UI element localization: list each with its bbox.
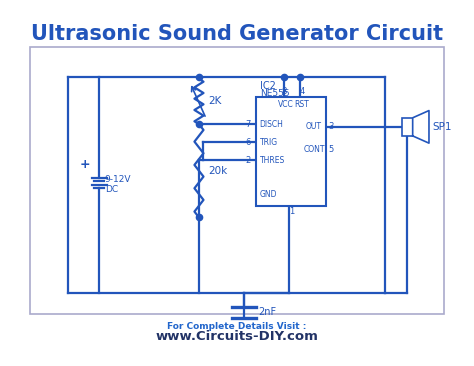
Text: RST: RST (294, 100, 309, 109)
Text: SP1: SP1 (433, 122, 452, 132)
Bar (402, 118, 413, 136)
Text: 2nF: 2nF (258, 307, 276, 317)
Text: CONT: CONT (304, 145, 326, 154)
Text: 1: 1 (289, 208, 294, 216)
Text: 3: 3 (328, 122, 334, 131)
Text: 2: 2 (245, 156, 250, 165)
Text: 9-12V: 9-12V (105, 175, 131, 184)
Text: IC2: IC2 (260, 81, 275, 91)
Text: 20k: 20k (208, 166, 227, 176)
Text: DISCH: DISCH (260, 120, 283, 128)
Text: 2K: 2K (208, 96, 221, 106)
Text: 7: 7 (245, 120, 251, 128)
Text: +: + (80, 158, 90, 171)
Text: TRIG: TRIG (260, 138, 278, 147)
Text: 5: 5 (328, 145, 334, 154)
Text: Ultrasonic Sound Generator Circuit: Ultrasonic Sound Generator Circuit (31, 23, 443, 44)
Bar (30, 47, 444, 314)
Text: GND: GND (260, 190, 277, 199)
Text: VCC: VCC (278, 100, 294, 109)
Text: DC: DC (105, 185, 118, 194)
Text: 4: 4 (300, 87, 305, 96)
Text: NE555: NE555 (260, 89, 289, 98)
Text: OUT: OUT (306, 122, 322, 131)
Bar (256, 97, 326, 206)
Text: 8: 8 (282, 87, 287, 96)
Text: THRES: THRES (260, 156, 285, 165)
Text: www.Circuits-DIY.com: www.Circuits-DIY.com (155, 330, 319, 343)
Polygon shape (413, 111, 429, 143)
Text: For Complete Details Visit :: For Complete Details Visit : (167, 322, 307, 332)
Text: 6: 6 (245, 138, 251, 147)
